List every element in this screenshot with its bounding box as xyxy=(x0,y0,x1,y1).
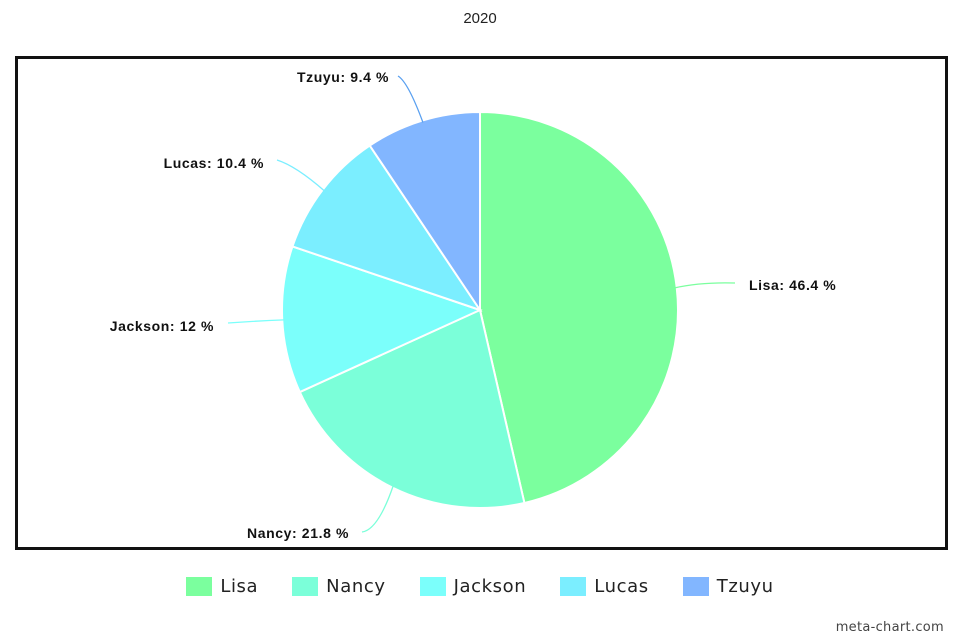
label-connector-lisa xyxy=(674,282,736,289)
legend-swatch xyxy=(560,577,587,596)
legend-label: Lucas xyxy=(594,576,649,597)
legend-swatch xyxy=(186,577,213,596)
legend-item-nancy[interactable]: Nancy xyxy=(292,576,385,597)
legend-item-lucas[interactable]: Lucas xyxy=(560,576,648,597)
slice-label-nancy: Nancy: 21.8 % xyxy=(247,525,349,541)
legend-item-jackson[interactable]: Jackson xyxy=(419,576,527,597)
legend-label: Tzuyu xyxy=(716,576,774,597)
slice-label-lucas: Lucas: 10.4 % xyxy=(164,155,264,171)
watermark: meta-chart.com xyxy=(835,620,944,635)
legend-item-tzuyu[interactable]: Tzuyu xyxy=(682,576,774,597)
slice-label-tzuyu: Tzuyu: 9.4 % xyxy=(297,69,389,85)
legend-item-lisa[interactable]: Lisa xyxy=(186,576,258,597)
legend-label: Lisa xyxy=(220,576,259,597)
legend-swatch xyxy=(292,577,319,596)
legend-swatch xyxy=(419,577,446,596)
label-connector-nancy xyxy=(361,485,394,533)
legend-swatch xyxy=(682,577,709,596)
chart-title: 2020 xyxy=(463,10,497,27)
label-connector-lucas xyxy=(276,159,325,192)
slice-label-jackson: Jackson: 12 % xyxy=(110,318,214,334)
label-connector-jackson xyxy=(227,319,285,324)
slice-label-lisa: Lisa: 46.4 % xyxy=(749,277,836,293)
legend-label: Jackson xyxy=(453,576,527,597)
label-connector-tzuyu xyxy=(397,75,424,123)
legend-label: Nancy xyxy=(326,576,386,597)
legend: Lisa Nancy Jackson Lucas Tzuyu xyxy=(0,576,960,597)
